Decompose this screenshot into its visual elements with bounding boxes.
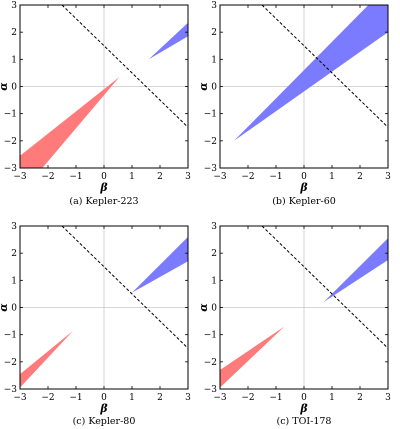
x-tick-label: 0	[301, 393, 307, 403]
chart-panel-1: −3 −2 −1 0 1 2 3 −3 −2 −1 0 1 2 3 β α (a) Kepler-223	[0, 1, 191, 207]
y-tick-label: 3	[211, 1, 217, 11]
y-tick-label: −3	[204, 164, 218, 174]
x-tick-label: 3	[185, 393, 191, 403]
plot-area	[20, 226, 188, 388]
x-tick-label: −1	[69, 172, 82, 182]
y-tick-label: −2	[204, 137, 217, 147]
y-tick-label: 2	[11, 249, 17, 259]
plot-area	[220, 226, 388, 388]
region-1	[323, 238, 388, 303]
y-tick-label: 2	[11, 28, 17, 38]
y-axis-label: α	[0, 82, 10, 91]
x-tick-label: −2	[41, 172, 54, 182]
x-tick-label: 0	[101, 172, 107, 182]
region-2	[20, 330, 74, 388]
region-2	[220, 326, 285, 388]
x-tick-label: 2	[157, 172, 163, 182]
x-tick-label: −3	[213, 172, 227, 182]
y-tick-label: 3	[11, 1, 17, 11]
y-tick-label: 1	[211, 55, 217, 65]
y-tick-label: −1	[4, 110, 17, 120]
x-tick-label: 2	[157, 393, 163, 403]
y-axis-label: α	[197, 303, 210, 312]
x-tick-label: 3	[185, 172, 191, 182]
y-tick-label: 2	[211, 249, 217, 259]
x-axis-label: β	[99, 181, 108, 194]
plot-area	[234, 5, 388, 141]
x-tick-label: 3	[385, 393, 391, 403]
region-1	[20, 77, 120, 168]
reference-line	[261, 5, 388, 128]
y-tick-label: 3	[11, 222, 17, 232]
x-tick-label: −2	[41, 393, 54, 403]
panel-caption: (c) Kepler-80	[73, 416, 136, 427]
y-tick-label: −1	[204, 110, 217, 120]
chart-panel-2: −3 −2 −1 0 1 2 3 −3 −2 −1 0 1 2 3 β α (b) Kepler-60	[197, 1, 391, 207]
x-tick-label: −2	[241, 393, 254, 403]
x-tick-label: −1	[269, 393, 282, 403]
y-tick-label: 2	[211, 28, 217, 38]
region-1	[234, 5, 388, 141]
y-tick-label: −2	[4, 137, 17, 147]
chart-panel-4: −3 −2 −1 0 1 2 3 −3 −2 −1 0 1 2 3 β α (c) TOI-178	[197, 222, 391, 427]
y-tick-label: −3	[4, 164, 18, 174]
region-2	[148, 22, 188, 60]
x-tick-label: −1	[269, 172, 282, 182]
panel-caption: (b) Kepler-60	[272, 196, 336, 207]
x-tick-label: −3	[213, 393, 227, 403]
x-tick-label: −3	[13, 172, 27, 182]
x-tick-label: −1	[69, 393, 82, 403]
y-tick-label: −2	[4, 358, 17, 368]
y-tick-label: −2	[204, 358, 217, 368]
y-tick-label: 0	[11, 304, 17, 314]
y-axis-label: α	[0, 303, 10, 312]
panel-caption: (c) TOI-178	[277, 416, 332, 427]
reference-line	[61, 226, 188, 349]
x-axis-label: β	[299, 181, 308, 194]
y-tick-label: 0	[211, 83, 217, 93]
x-tick-label: 0	[301, 172, 307, 182]
x-tick-label: 2	[357, 172, 363, 182]
y-tick-label: 1	[211, 276, 217, 286]
x-tick-label: 3	[385, 172, 391, 182]
x-tick-label: 0	[101, 393, 107, 403]
panel-caption: (a) Kepler-223	[69, 196, 138, 207]
x-axis-label: β	[299, 402, 308, 415]
x-tick-label: 1	[129, 393, 135, 403]
reference-line	[61, 5, 188, 128]
y-tick-label: 1	[11, 55, 17, 65]
reference-line	[261, 226, 388, 349]
x-tick-label: 2	[357, 393, 363, 403]
y-tick-label: 3	[211, 222, 217, 232]
x-axis-label: β	[99, 402, 108, 415]
y-tick-label: 0	[211, 304, 217, 314]
region-1	[132, 236, 188, 293]
x-tick-label: 1	[129, 172, 135, 182]
plot-area	[20, 5, 188, 168]
y-tick-label: −1	[204, 331, 217, 341]
y-axis-label: α	[197, 82, 210, 91]
y-tick-label: 0	[11, 83, 17, 93]
x-tick-label: 1	[329, 393, 335, 403]
chart-panel-3: −3 −2 −1 0 1 2 3 −3 −2 −1 0 1 2 3 β α (c) Kepler-80	[0, 222, 191, 427]
x-tick-label: −2	[241, 172, 254, 182]
y-tick-label: −1	[4, 331, 17, 341]
y-tick-label: −3	[4, 385, 18, 395]
x-tick-label: −3	[13, 393, 27, 403]
y-tick-label: −3	[204, 385, 218, 395]
x-tick-label: 1	[329, 172, 335, 182]
y-tick-label: 1	[11, 276, 17, 286]
